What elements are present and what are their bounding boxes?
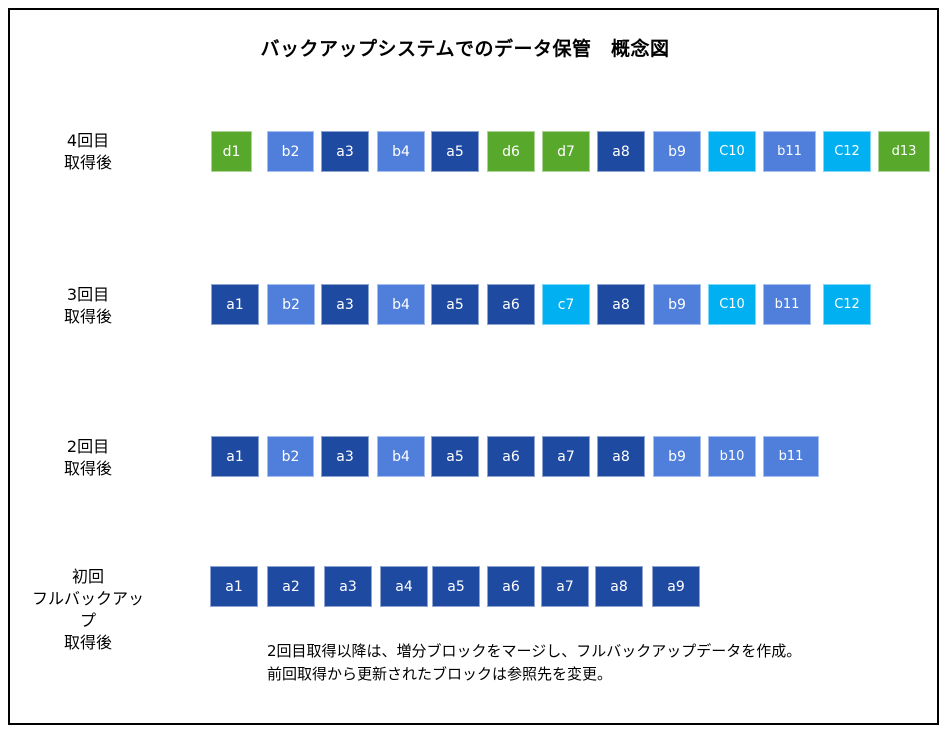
data-block: a5 [432,566,480,607]
data-block: C10 [708,131,756,172]
data-block: a1 [211,436,259,477]
data-block: b4 [377,436,425,477]
data-block: a2 [267,566,315,607]
row-label-line: 取得後 [63,153,112,172]
data-block: b2 [267,284,315,325]
row-label-line: 取得後 [63,307,112,326]
data-block: d7 [542,131,590,172]
data-block: b9 [653,284,701,325]
data-block: b11 [763,131,816,172]
data-block: C10 [708,284,756,325]
data-block: a1 [211,284,259,325]
note-line-2: 前回取得から更新されたブロックは参照先を変更。 [267,665,613,683]
note: 2回目取得以降は、増分ブロックをマージし、フルバックアップデータを作成。 前回取… [267,640,801,686]
row-label: 4回目取得後 [28,130,148,174]
data-block: a3 [321,284,369,325]
row-label-line: 初回 [71,567,104,586]
row-label-line: 取得後 [63,633,112,652]
data-block: a8 [597,436,645,477]
data-block: b2 [267,131,314,172]
data-block: a6 [487,436,535,477]
data-block: b10 [708,436,756,477]
row-label: 2回目取得後 [28,436,148,480]
data-block: a8 [597,284,645,325]
data-block: a7 [541,566,589,607]
diagram-title: バックアップシステムでのデータ保管 概念図 [260,38,670,60]
data-block: a4 [380,566,428,607]
data-block: a1 [210,566,258,607]
data-block: d1 [211,131,252,172]
data-block: a3 [324,566,372,607]
data-block: b9 [653,436,701,477]
data-block: a9 [652,566,700,607]
data-block: a7 [542,436,590,477]
data-block: b9 [653,131,701,172]
data-block: b4 [377,284,425,325]
row-label-line: フルバックアップ [31,589,144,630]
data-block: a6 [487,284,535,325]
row-label-line: 3回目 [66,285,110,304]
diagram-frame [8,8,939,725]
data-block: b11 [763,284,811,325]
data-block: a5 [431,284,479,325]
row-label: 3回目取得後 [28,284,148,328]
data-block: C12 [823,131,871,172]
data-block: d6 [487,131,535,172]
data-block: a5 [431,131,479,172]
data-block: a6 [487,566,535,607]
row-label: 初回フルバックアップ取得後 [28,566,148,654]
data-block: b2 [267,436,314,477]
data-block: d13 [878,131,930,172]
row-label-line: 2回目 [66,437,110,456]
data-block: a8 [597,131,645,172]
data-block: a5 [431,436,479,477]
row-label-line: 取得後 [63,459,112,478]
note-line-1: 2回目取得以降は、増分ブロックをマージし、フルバックアップデータを作成。 [267,642,802,660]
data-block: c7 [542,284,590,325]
data-block: a3 [321,131,369,172]
data-block: a3 [321,436,369,477]
data-block: b4 [377,131,425,172]
data-block: a8 [595,566,643,607]
row-label-line: 4回目 [66,131,110,150]
data-block: C12 [823,284,871,325]
data-block: b11 [763,436,819,477]
